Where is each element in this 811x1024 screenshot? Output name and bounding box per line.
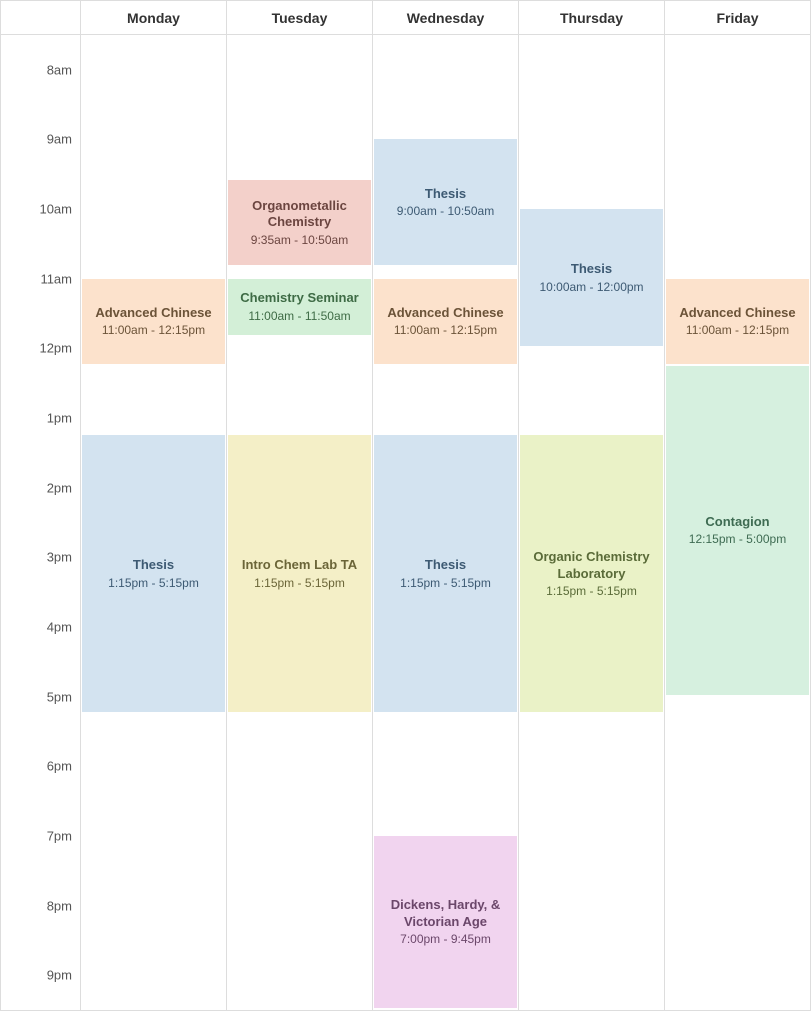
event-title: Advanced Chinese bbox=[679, 305, 795, 321]
event-time: 11:00am - 11:50am bbox=[248, 309, 350, 323]
calendar-event[interactable]: Thesis 10:00am - 12:00pm bbox=[520, 209, 663, 346]
event-title: Dickens, Hardy, & Victorian Age bbox=[380, 897, 511, 930]
day-column-tue: Organometallic Chemistry 9:35am - 10:50am… bbox=[227, 35, 373, 1010]
weekly-schedule: Monday Tuesday Wednesday Thursday Friday… bbox=[0, 0, 811, 1011]
event-time: 11:00am - 12:15pm bbox=[394, 323, 497, 337]
event-time: 1:15pm - 5:15pm bbox=[254, 576, 345, 590]
event-title: Thesis bbox=[425, 186, 466, 202]
event-title: Chemistry Seminar bbox=[240, 290, 359, 306]
time-label: 12pm bbox=[39, 341, 72, 356]
day-column-wed: Thesis 9:00am - 10:50am Advanced Chinese 11… bbox=[373, 35, 519, 1010]
day-column-fri: Advanced Chinese 11:00am - 12:15pm Contagi… bbox=[665, 35, 810, 1010]
time-label: 4pm bbox=[47, 619, 72, 634]
time-label: 2pm bbox=[47, 480, 72, 495]
time-column-header bbox=[1, 1, 81, 34]
time-label: 8am bbox=[47, 62, 72, 77]
calendar-event[interactable]: Contagion 12:15pm - 5:00pm bbox=[666, 366, 809, 695]
calendar-event[interactable]: Chemistry Seminar 11:00am - 11:50am bbox=[228, 279, 371, 335]
schedule-body: 8am 9am 10am 11am 12pm 1pm 2pm 3pm 4pm 5pm 6pm 7pm 8… bbox=[1, 35, 810, 1010]
time-label: 11am bbox=[40, 271, 72, 286]
time-label: 7pm bbox=[47, 828, 72, 843]
time-label: 5pm bbox=[47, 689, 72, 704]
schedule-grid: 8am 9am 10am 11am 12pm 1pm 2pm 3pm 4pm 5pm 6pm 7pm 8… bbox=[1, 35, 810, 1010]
event-title: Contagion bbox=[705, 514, 769, 530]
event-title: Organic Chemistry Laboratory bbox=[526, 549, 657, 582]
day-column-mon: Advanced Chinese 11:00am - 12:15pm Thesis 1… bbox=[81, 35, 227, 1010]
day-header-thu: Thursday bbox=[519, 1, 665, 34]
day-column-thu: Thesis 10:00am - 12:00pm Organic Chemistry… bbox=[519, 35, 665, 1010]
time-label: 9am bbox=[47, 132, 72, 147]
event-title: Thesis bbox=[133, 557, 174, 573]
calendar-event[interactable]: Thesis 9:00am - 10:50am bbox=[374, 139, 517, 265]
header-row: Monday Tuesday Wednesday Thursday Friday bbox=[1, 1, 810, 35]
event-title: Intro Chem Lab TA bbox=[242, 557, 357, 573]
day-header-mon: Monday bbox=[81, 1, 227, 34]
time-column: 8am 9am 10am 11am 12pm 1pm 2pm 3pm 4pm 5pm 6pm 7pm 8… bbox=[1, 35, 81, 1010]
event-time: 9:35am - 10:50am bbox=[251, 233, 348, 247]
event-title: Thesis bbox=[425, 557, 466, 573]
calendar-event[interactable]: Organic Chemistry Laboratory 1:15pm - 5:1… bbox=[520, 435, 663, 712]
day-header-fri: Friday bbox=[665, 1, 810, 34]
event-time: 11:00am - 12:15pm bbox=[686, 323, 789, 337]
time-label: 8pm bbox=[47, 898, 72, 913]
event-time: 9:00am - 10:50am bbox=[397, 204, 494, 218]
day-header-wed: Wednesday bbox=[373, 1, 519, 34]
event-time: 12:15pm - 5:00pm bbox=[689, 532, 786, 546]
day-header-tue: Tuesday bbox=[227, 1, 373, 34]
event-time: 11:00am - 12:15pm bbox=[102, 323, 205, 337]
time-label: 10am bbox=[39, 202, 72, 217]
time-label: 1pm bbox=[47, 411, 72, 426]
event-time: 10:00am - 12:00pm bbox=[539, 280, 643, 294]
event-title: Organometallic Chemistry bbox=[234, 198, 365, 231]
event-time: 1:15pm - 5:15pm bbox=[400, 576, 491, 590]
event-title: Advanced Chinese bbox=[387, 305, 503, 321]
event-title: Thesis bbox=[571, 261, 612, 277]
calendar-event[interactable]: Intro Chem Lab TA 1:15pm - 5:15pm bbox=[228, 435, 371, 712]
calendar-event[interactable]: Advanced Chinese 11:00am - 12:15pm bbox=[666, 279, 809, 364]
time-label: 9pm bbox=[47, 968, 72, 983]
calendar-event[interactable]: Thesis 1:15pm - 5:15pm bbox=[82, 435, 225, 712]
time-label: 6pm bbox=[47, 759, 72, 774]
calendar-event[interactable]: Organometallic Chemistry 9:35am - 10:50am bbox=[228, 180, 371, 265]
event-title: Advanced Chinese bbox=[95, 305, 211, 321]
calendar-event[interactable]: Dickens, Hardy, & Victorian Age 7:00pm - … bbox=[374, 836, 517, 1008]
event-time: 1:15pm - 5:15pm bbox=[108, 576, 199, 590]
calendar-event[interactable]: Advanced Chinese 11:00am - 12:15pm bbox=[374, 279, 517, 364]
time-label: 3pm bbox=[47, 550, 72, 565]
event-time: 7:00pm - 9:45pm bbox=[400, 932, 491, 946]
calendar-event[interactable]: Thesis 1:15pm - 5:15pm bbox=[374, 435, 517, 712]
calendar-event[interactable]: Advanced Chinese 11:00am - 12:15pm bbox=[82, 279, 225, 364]
event-time: 1:15pm - 5:15pm bbox=[546, 584, 637, 598]
